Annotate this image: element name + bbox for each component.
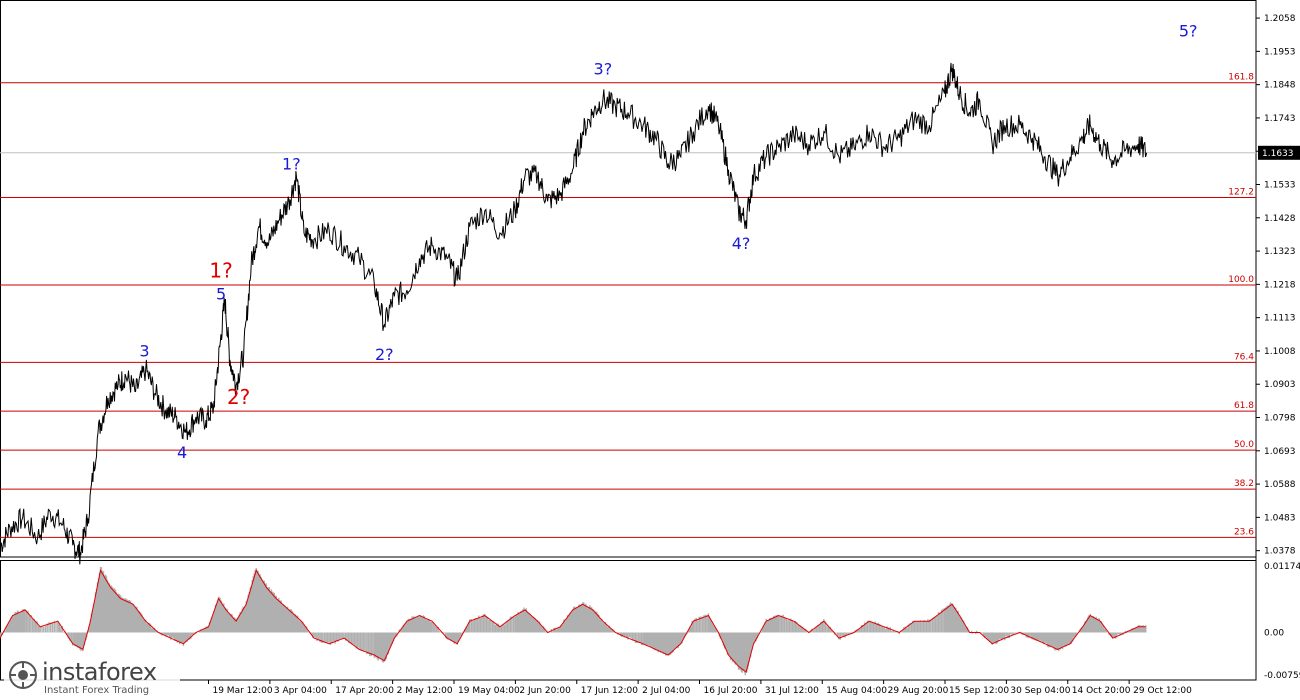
time-tick-label: 16 Jul 20:00: [704, 686, 758, 696]
price-tick-label: 1.1218: [1264, 280, 1296, 290]
indicator-panel-frame: [0, 560, 1257, 681]
price-tick-label: 1.1113: [1264, 314, 1296, 324]
time-tick-label: 29 Oct 12:00: [1133, 686, 1192, 696]
time-tick-label: 2 Jun 20:00: [519, 686, 571, 696]
fib-level-label: 50.0: [1234, 440, 1254, 450]
time-tick-label: 2 May 12:00: [397, 686, 453, 696]
price-tick-label: 1.0378: [1264, 547, 1296, 557]
time-tick-label: 17 Apr 20:00: [335, 686, 394, 696]
time-tick-label: 3 Apr 04:00: [274, 686, 327, 696]
fib-level-label: 127.2: [1228, 188, 1254, 198]
time-tick-label: 19 Mar 12:00: [212, 686, 272, 696]
indicator-panel: 0.01174 0.00 -0.00759 19 Mar 12:003 Apr 04:…: [0, 560, 1300, 696]
instaforex-logo: instaforex Instant Forex Trading: [4, 654, 180, 698]
instaforex-logo-icon: [9, 661, 37, 689]
indicator-tick-label: 0.00: [1264, 628, 1284, 638]
time-tick-label: 19 May 04:00: [458, 686, 520, 696]
brand-tagline: Instant Forex Trading: [44, 685, 150, 696]
price-tick-label: 1.2058: [1264, 14, 1296, 24]
time-tick-label: 15 Aug 04:00: [826, 686, 887, 696]
price-tick-label: 1.0903: [1264, 380, 1296, 390]
price-tick-label: 1.1428: [1264, 214, 1296, 224]
wave-label: 1?: [209, 258, 232, 282]
price-tick-label: 1.0588: [1264, 480, 1296, 490]
wave-label: 3?: [594, 59, 613, 78]
time-tick-label: 17 Jun 12:00: [581, 686, 638, 696]
indicator-tick-label: -0.00759: [1264, 671, 1300, 681]
price-tick-label: 1.0693: [1264, 447, 1296, 457]
time-tick-label: 31 Jul 12:00: [765, 686, 819, 696]
time-tick-label: 14 Oct 20:00: [1072, 686, 1131, 696]
price-tick-label: 1.1848: [1264, 81, 1296, 91]
time-tick-label: 2 Jul 04:00: [642, 686, 691, 696]
wave-label: 1?: [282, 155, 301, 174]
fib-level-label: 61.8: [1234, 401, 1254, 411]
indicator-signal-line: [0, 569, 1146, 673]
price-series-line: [0, 62, 1148, 565]
wave-label: 4?: [732, 234, 751, 253]
brand-name: instaforex: [42, 658, 157, 686]
fib-level-label: 161.8: [1228, 73, 1254, 83]
price-tick-label: 1.1008: [1264, 347, 1296, 357]
time-tick-label: 30 Sep 04:00: [1010, 686, 1070, 696]
price-tick-label: 1.0483: [1264, 513, 1296, 523]
indicator-tick-label: 0.01174: [1264, 562, 1300, 572]
wave-label: 4: [177, 443, 187, 462]
fib-level-label: 23.6: [1234, 527, 1254, 537]
price-tick-label: 1.1533: [1264, 181, 1296, 191]
wave-label: 2?: [375, 345, 394, 364]
wave-label: 2?: [227, 385, 250, 409]
fib-level-label: 38.2: [1234, 479, 1254, 489]
time-tick-label: 15 Sep 12:00: [949, 686, 1009, 696]
wave-label: 3: [139, 342, 149, 361]
fib-level-label: 76.4: [1234, 352, 1254, 362]
fib-level-label: 100.0: [1228, 275, 1254, 285]
price-tick-label: 1.1323: [1264, 247, 1296, 257]
price-tick-label: 1.1953: [1264, 47, 1296, 57]
current-price-label: 1.1633: [1262, 149, 1294, 159]
price-tick-label: 1.0798: [1264, 414, 1296, 424]
price-panel-frame: [0, 0, 1257, 558]
price-panel: 1.20581.19531.18481.17431.16381.15331.14…: [0, 0, 1300, 680]
time-tick-label: 29 Aug 20:00: [888, 686, 949, 696]
price-tick-label: 1.1743: [1264, 114, 1296, 124]
wave-label: 5?: [1179, 21, 1198, 40]
current-price-tag: [1258, 145, 1300, 160]
wave-label: 5: [216, 285, 226, 304]
